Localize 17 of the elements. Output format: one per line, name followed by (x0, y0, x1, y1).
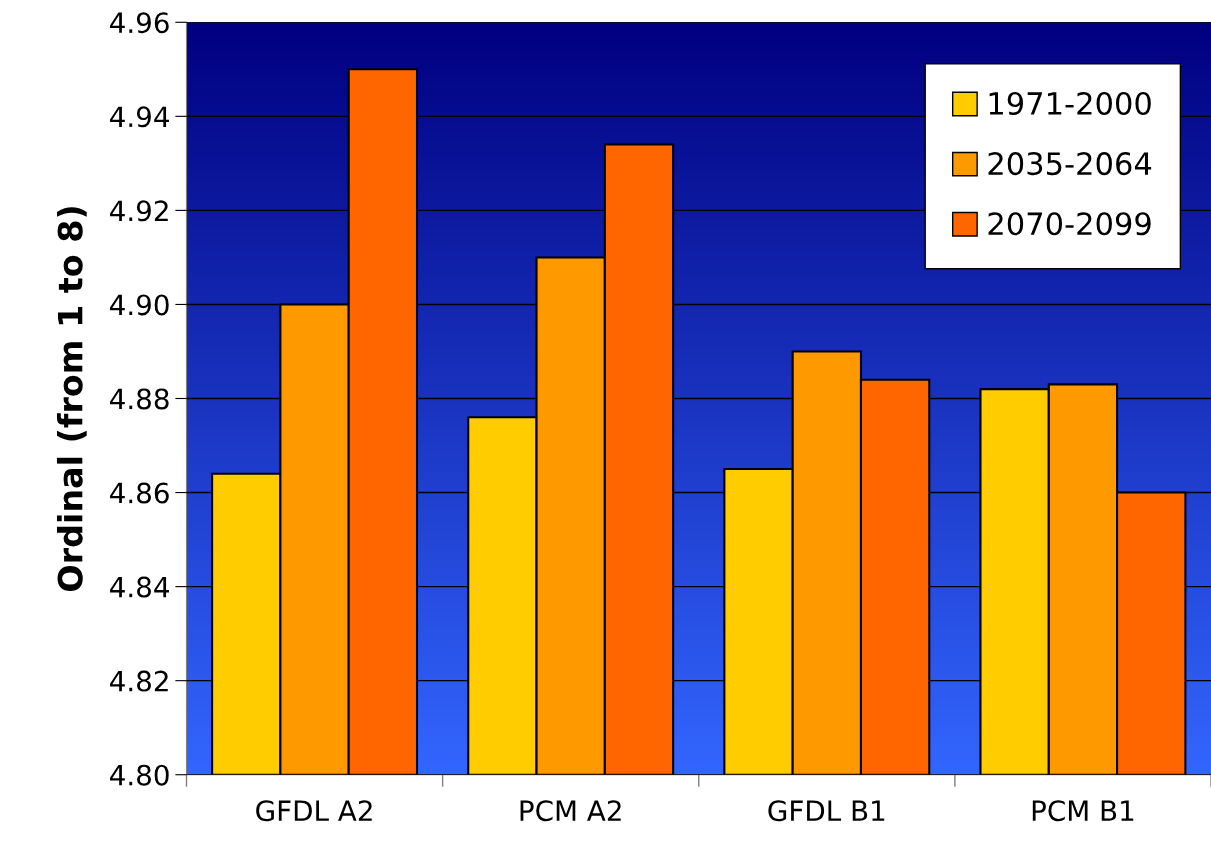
y-tick-label: 4.96 (110, 12, 169, 34)
y-tick-label: 4.86 (110, 482, 169, 504)
legend-label: 1971-2000 (989, 91, 1151, 116)
y-tick-label: 4.88 (110, 388, 169, 410)
legend-label: 2035-2064 (988, 152, 1152, 176)
y-tick-label: 4.82 (110, 670, 168, 692)
y-tick-label: 4.92 (110, 200, 168, 222)
x-tick-label: PCM B1 (1032, 800, 1134, 822)
x-tick-label: GFDL B1 (768, 800, 885, 822)
y-tick-label: 4.84 (110, 576, 169, 598)
y-tick-label: 4.90 (110, 294, 169, 316)
y-tick-label: 4.94 (110, 106, 169, 128)
x-tick-label: GFDL A2 (256, 800, 372, 822)
y-axis-title: Ordinal (from 1 to 8) (56, 207, 87, 592)
x-tick-label: PCM A2 (520, 800, 621, 822)
y-tick-label: 4.80 (110, 764, 169, 786)
legend-label: 2070-2099 (988, 212, 1151, 236)
